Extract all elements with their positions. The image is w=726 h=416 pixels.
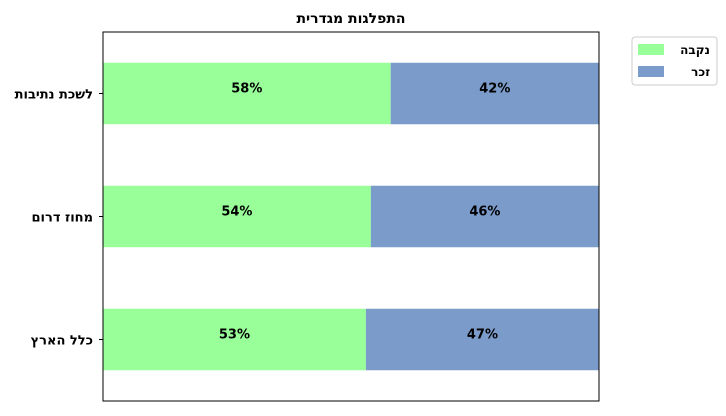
- data-label-male-2: 47%: [467, 328, 498, 343]
- legend-label-female: נקבה: [680, 43, 710, 57]
- legend: נקבה זכר: [631, 36, 718, 86]
- plot-area: 58% 42% 54% 46% 53% 47%: [103, 62, 599, 371]
- bar-male-1: [370, 185, 599, 248]
- bar-female-0: [103, 62, 391, 125]
- legend-swatch-male: [638, 66, 664, 77]
- bar-male-0: [390, 62, 599, 125]
- legend-swatch-female: [638, 44, 664, 55]
- legend-label-male: זכר: [691, 65, 710, 79]
- bar-female-1: [103, 185, 371, 248]
- y-tick-label-2: כלל הארץ: [31, 334, 93, 349]
- data-label-female-2: 53%: [219, 328, 250, 343]
- y-axis-labels: לשכת נתיבות מחוז דרום כלל הארץ: [15, 88, 103, 349]
- bar-female-2: [103, 308, 366, 371]
- data-label-male-0: 42%: [479, 82, 510, 97]
- y-tick-label-0: לשכת נתיבות: [15, 88, 93, 103]
- chart-title: התפלגות מגדרית: [296, 11, 405, 27]
- data-label-male-1: 46%: [469, 205, 500, 220]
- data-label-female-0: 58%: [231, 82, 262, 97]
- y-tick-label-1: מחוז דרום: [31, 211, 93, 226]
- data-label-female-1: 54%: [221, 205, 252, 220]
- bar-male-2: [365, 308, 599, 371]
